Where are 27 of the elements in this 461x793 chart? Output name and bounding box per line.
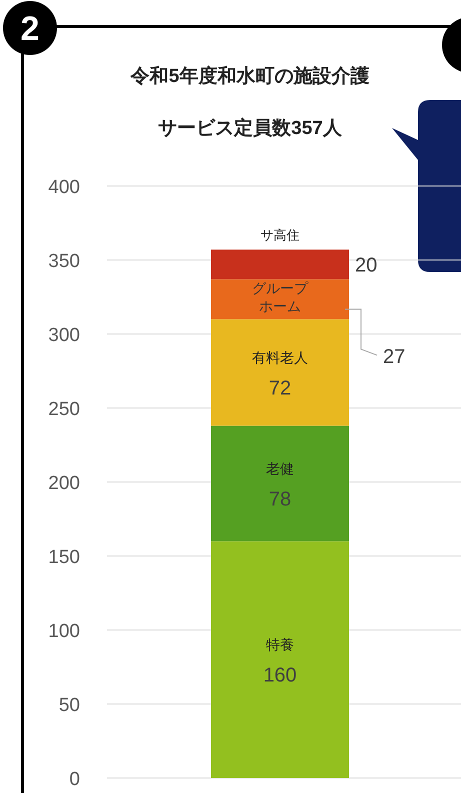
bar — [211, 426, 349, 542]
y-tick-label: 200 — [48, 473, 80, 494]
y-tick-label: 250 — [48, 399, 80, 420]
y-tick-label: 0 — [69, 769, 80, 790]
y-tick-label: 100 — [48, 621, 80, 642]
data-label: 160 — [263, 664, 297, 687]
bar — [211, 541, 349, 778]
chart-title: 令和5年度和水町の施設介護 — [130, 65, 370, 87]
y-tick-label: 300 — [48, 325, 80, 346]
bar — [211, 279, 349, 320]
data-label: 20 — [355, 254, 378, 276]
series-label: 特養 — [266, 636, 294, 653]
y-tick-label: 150 — [48, 547, 80, 568]
data-label: 27 — [383, 346, 406, 368]
series-label: サ高住 — [260, 228, 300, 243]
bar — [211, 250, 349, 280]
series-label: 老健 — [266, 460, 294, 476]
data-label: 78 — [268, 488, 292, 510]
data-label: 72 — [268, 377, 292, 400]
series-label: グループホーム — [252, 280, 309, 314]
y-tick-label: 400 — [48, 177, 80, 198]
y-tick-label: 50 — [58, 695, 80, 716]
bar — [211, 319, 349, 426]
y-tick-label: 350 — [48, 251, 80, 272]
series-label: 有料老人 — [252, 349, 308, 366]
text: 2 — [20, 10, 40, 48]
chart-subtitle: サービス定員数357人 — [158, 117, 343, 139]
